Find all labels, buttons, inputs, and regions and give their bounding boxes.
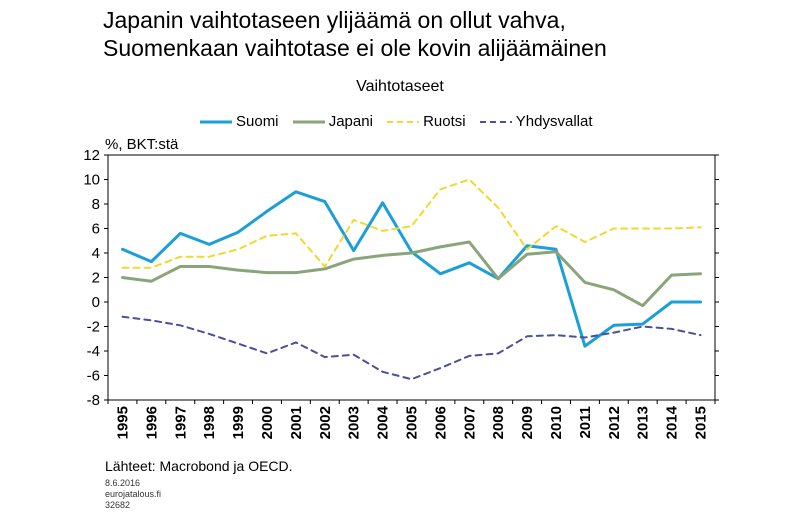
legend: Suomi Japani Ruotsi Yhdysvallat (200, 113, 603, 131)
x-tick-label: 2010 (548, 406, 565, 439)
legend-item-ruotsi: Ruotsi (387, 113, 466, 130)
legend-item-suomi: Suomi (200, 113, 279, 130)
y-axis-unit-label: %, BKT:stä (105, 136, 179, 153)
x-tick-label: 2007 (461, 406, 478, 439)
x-tick-label: 2008 (490, 406, 507, 439)
legend-label-japani: Japani (328, 113, 373, 130)
y-tick-label: 8 (92, 196, 100, 213)
y-tick-label: -8 (87, 392, 100, 409)
y-tick-label: 6 (92, 221, 100, 238)
x-tick-label: 2014 (664, 405, 681, 439)
legend-label-suomi: Suomi (236, 113, 279, 130)
x-tick-label: 1999 (230, 406, 247, 439)
y-tick-label: 10 (83, 172, 100, 189)
x-tick-label: 1995 (114, 406, 131, 439)
x-tick-label: 2005 (404, 406, 421, 439)
title-line-2: Suomenkaan vaihtotase ei ole kovin alijä… (103, 35, 607, 61)
x-tick-label: 2011 (577, 406, 594, 439)
y-tick-label: 0 (92, 294, 100, 311)
x-tick-label: 2004 (375, 405, 392, 439)
y-tick-label: 4 (92, 245, 100, 262)
legend-swatch-ruotsi (387, 120, 420, 123)
legend-label-yhdysvallat: Yhdysvallat (515, 113, 593, 130)
chart-title: Japanin vaihtotaseen ylijäämä on ollut v… (103, 6, 607, 62)
x-tick-label: 1997 (172, 406, 189, 439)
legend-swatch-yhdysvallat (479, 120, 512, 123)
x-tick-label: 2002 (317, 406, 334, 439)
series-line-japani (121, 240, 702, 308)
y-tick-label: -2 (87, 319, 100, 336)
series-line-ruotsi (121, 178, 702, 269)
plot-frame (107, 154, 716, 401)
x-tick-label: 2001 (288, 406, 305, 439)
y-tick-label: 12 (83, 147, 100, 164)
legend-item-yhdysvallat: Yhdysvallat (479, 113, 593, 130)
chart-id: 32682 (105, 500, 131, 510)
series-line-yhdysvallat (121, 315, 702, 381)
legend-item-japani: Japani (292, 113, 373, 130)
title-line-1: Japanin vaihtotaseen ylijäämä on ollut v… (103, 7, 566, 33)
x-tick-label: 2006 (432, 406, 449, 439)
x-tick-label: 2000 (259, 406, 276, 439)
y-tick-label: -4 (87, 343, 100, 360)
site-name: eurojatalous.fi (105, 489, 162, 499)
x-tick-label: 1998 (201, 406, 218, 439)
y-tick-label: 2 (92, 270, 100, 287)
x-tick-label: 2003 (346, 406, 363, 439)
chart-subtitle: Vaihtotaseet (356, 78, 444, 95)
series-line-suomi (121, 190, 702, 348)
x-tick-label: 2013 (635, 406, 652, 439)
publish-date: 8.6.2016 (105, 478, 141, 488)
x-tick-label: 2009 (519, 406, 536, 439)
x-tick-label: 2012 (606, 406, 623, 439)
legend-swatch-suomi (200, 120, 232, 123)
legend-swatch-japani (292, 120, 325, 123)
legend-label-ruotsi: Ruotsi (423, 113, 466, 130)
x-tick-label: 1996 (143, 406, 160, 439)
x-tick-label: 2015 (693, 406, 710, 439)
y-tick-label: -6 (87, 368, 100, 385)
sources-note: Lähteet: Macrobond ja OECD. (105, 458, 293, 474)
